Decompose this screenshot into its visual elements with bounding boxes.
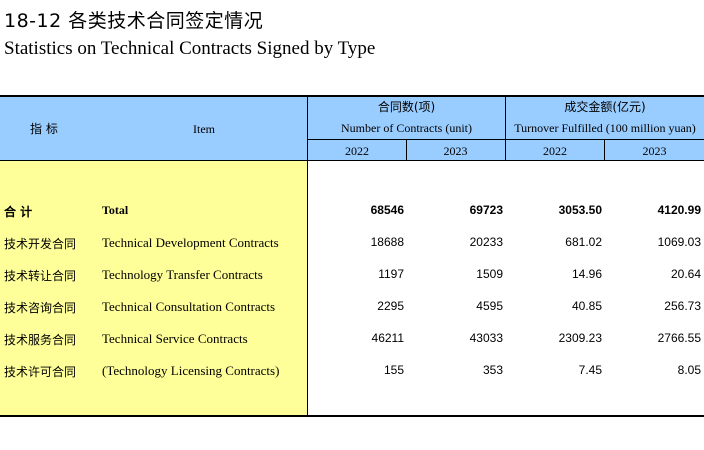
group-divider xyxy=(505,97,506,160)
cell-turnover-2022: 681.02 xyxy=(565,235,602,249)
header-turnover-en: Turnover Fulfilled (100 million yuan) xyxy=(514,121,696,135)
table-title-en: Statistics on Technical Contracts Signed… xyxy=(4,38,376,59)
row-label-en: Technology Transfer Contracts xyxy=(102,267,263,282)
row-label-en: Technical Consultation Contracts xyxy=(102,299,276,314)
row-label-en: (Technology Licensing Contracts) xyxy=(102,363,280,378)
cell-contracts-2022: 2295 xyxy=(377,299,404,313)
header-year-turnover-2023: 2023 xyxy=(642,144,667,158)
table-row-total: 合 计 Total 68546 69723 3053.50 4120.99 xyxy=(0,200,704,220)
cell-turnover-2022: 7.45 xyxy=(578,363,602,377)
table-row: 技术服务合同 Technical Service Contracts 46211… xyxy=(0,328,704,348)
cell-turnover-2022: 14.96 xyxy=(571,267,602,281)
cell-contracts-2022: 18688 xyxy=(370,235,404,249)
item-column-background xyxy=(0,160,307,415)
cell-contracts-2022: 155 xyxy=(383,363,404,377)
row-label-cn: 技术许可合同 xyxy=(4,365,77,379)
table-bottom-rule xyxy=(0,415,704,417)
header-item-en: Item xyxy=(193,122,215,136)
cell-contracts-2022: 46211 xyxy=(371,331,404,345)
cell-contracts-2022: 1197 xyxy=(378,267,404,281)
table-row: 技术许可合同 (Technology Licensing Contracts) … xyxy=(0,360,704,380)
row-label-cn: 技术开发合同 xyxy=(4,237,77,251)
header-turnover-cn: 成交金额(亿元) xyxy=(564,100,646,114)
table-title-cn: 18-12 各类技术合同签定情况 xyxy=(4,10,264,32)
row-label-cn: 技术服务合同 xyxy=(4,333,77,347)
cell-turnover-2023: 1069.03 xyxy=(657,235,701,249)
cell-contracts-2023: 20233 xyxy=(469,235,503,249)
cell-turnover-2022: 2309.23 xyxy=(558,331,602,345)
item-column-divider xyxy=(307,97,308,416)
header-year-turnover-2022: 2022 xyxy=(543,144,567,158)
cell-contracts-2022: 68546 xyxy=(370,203,404,217)
table-top-rule xyxy=(0,95,704,97)
header-year-contracts-2022: 2022 xyxy=(345,144,369,158)
cell-contracts-2023: 69723 xyxy=(469,203,503,217)
row-label-en: Technical Development Contracts xyxy=(102,235,279,250)
row-label-en: Technical Service Contracts xyxy=(102,331,248,346)
header-background xyxy=(0,97,704,160)
cell-turnover-2023: 4120.99 xyxy=(657,203,701,217)
cell-turnover-2023: 256.73 xyxy=(664,299,701,313)
cell-turnover-2023: 2766.55 xyxy=(657,331,701,345)
cell-turnover-2023: 8.05 xyxy=(677,363,701,377)
header-bottom-rule xyxy=(0,160,704,161)
row-label-en: Total xyxy=(102,203,129,217)
table-row: 技术咨询合同 Technical Consultation Contracts … xyxy=(0,296,704,316)
cell-turnover-2022: 40.85 xyxy=(571,299,602,313)
cell-contracts-2023: 43033 xyxy=(469,331,503,345)
header-year-contracts-2023: 2023 xyxy=(443,144,468,158)
year-divider-1 xyxy=(406,139,407,160)
header-contracts-en: Number of Contracts (unit) xyxy=(341,121,472,135)
row-label-cn: 合 计 xyxy=(4,205,33,219)
row-label-cn: 技术转让合同 xyxy=(4,269,77,283)
cell-contracts-2023: 4595 xyxy=(476,299,503,313)
cell-turnover-2023: 20.64 xyxy=(670,267,701,281)
cell-turnover-2022: 3053.50 xyxy=(558,203,602,217)
cell-contracts-2023: 1509 xyxy=(476,267,503,281)
header-indicator-cn: 指 标 xyxy=(30,122,58,136)
year-divider-2 xyxy=(604,139,605,160)
table-row: 技术转让合同 Technology Transfer Contracts 119… xyxy=(0,264,704,284)
cell-contracts-2023: 353 xyxy=(482,363,503,377)
table-row: 技术开发合同 Technical Development Contracts 1… xyxy=(0,232,704,252)
row-label-cn: 技术咨询合同 xyxy=(4,301,77,315)
header-contracts-cn: 合同数(项) xyxy=(377,100,436,114)
